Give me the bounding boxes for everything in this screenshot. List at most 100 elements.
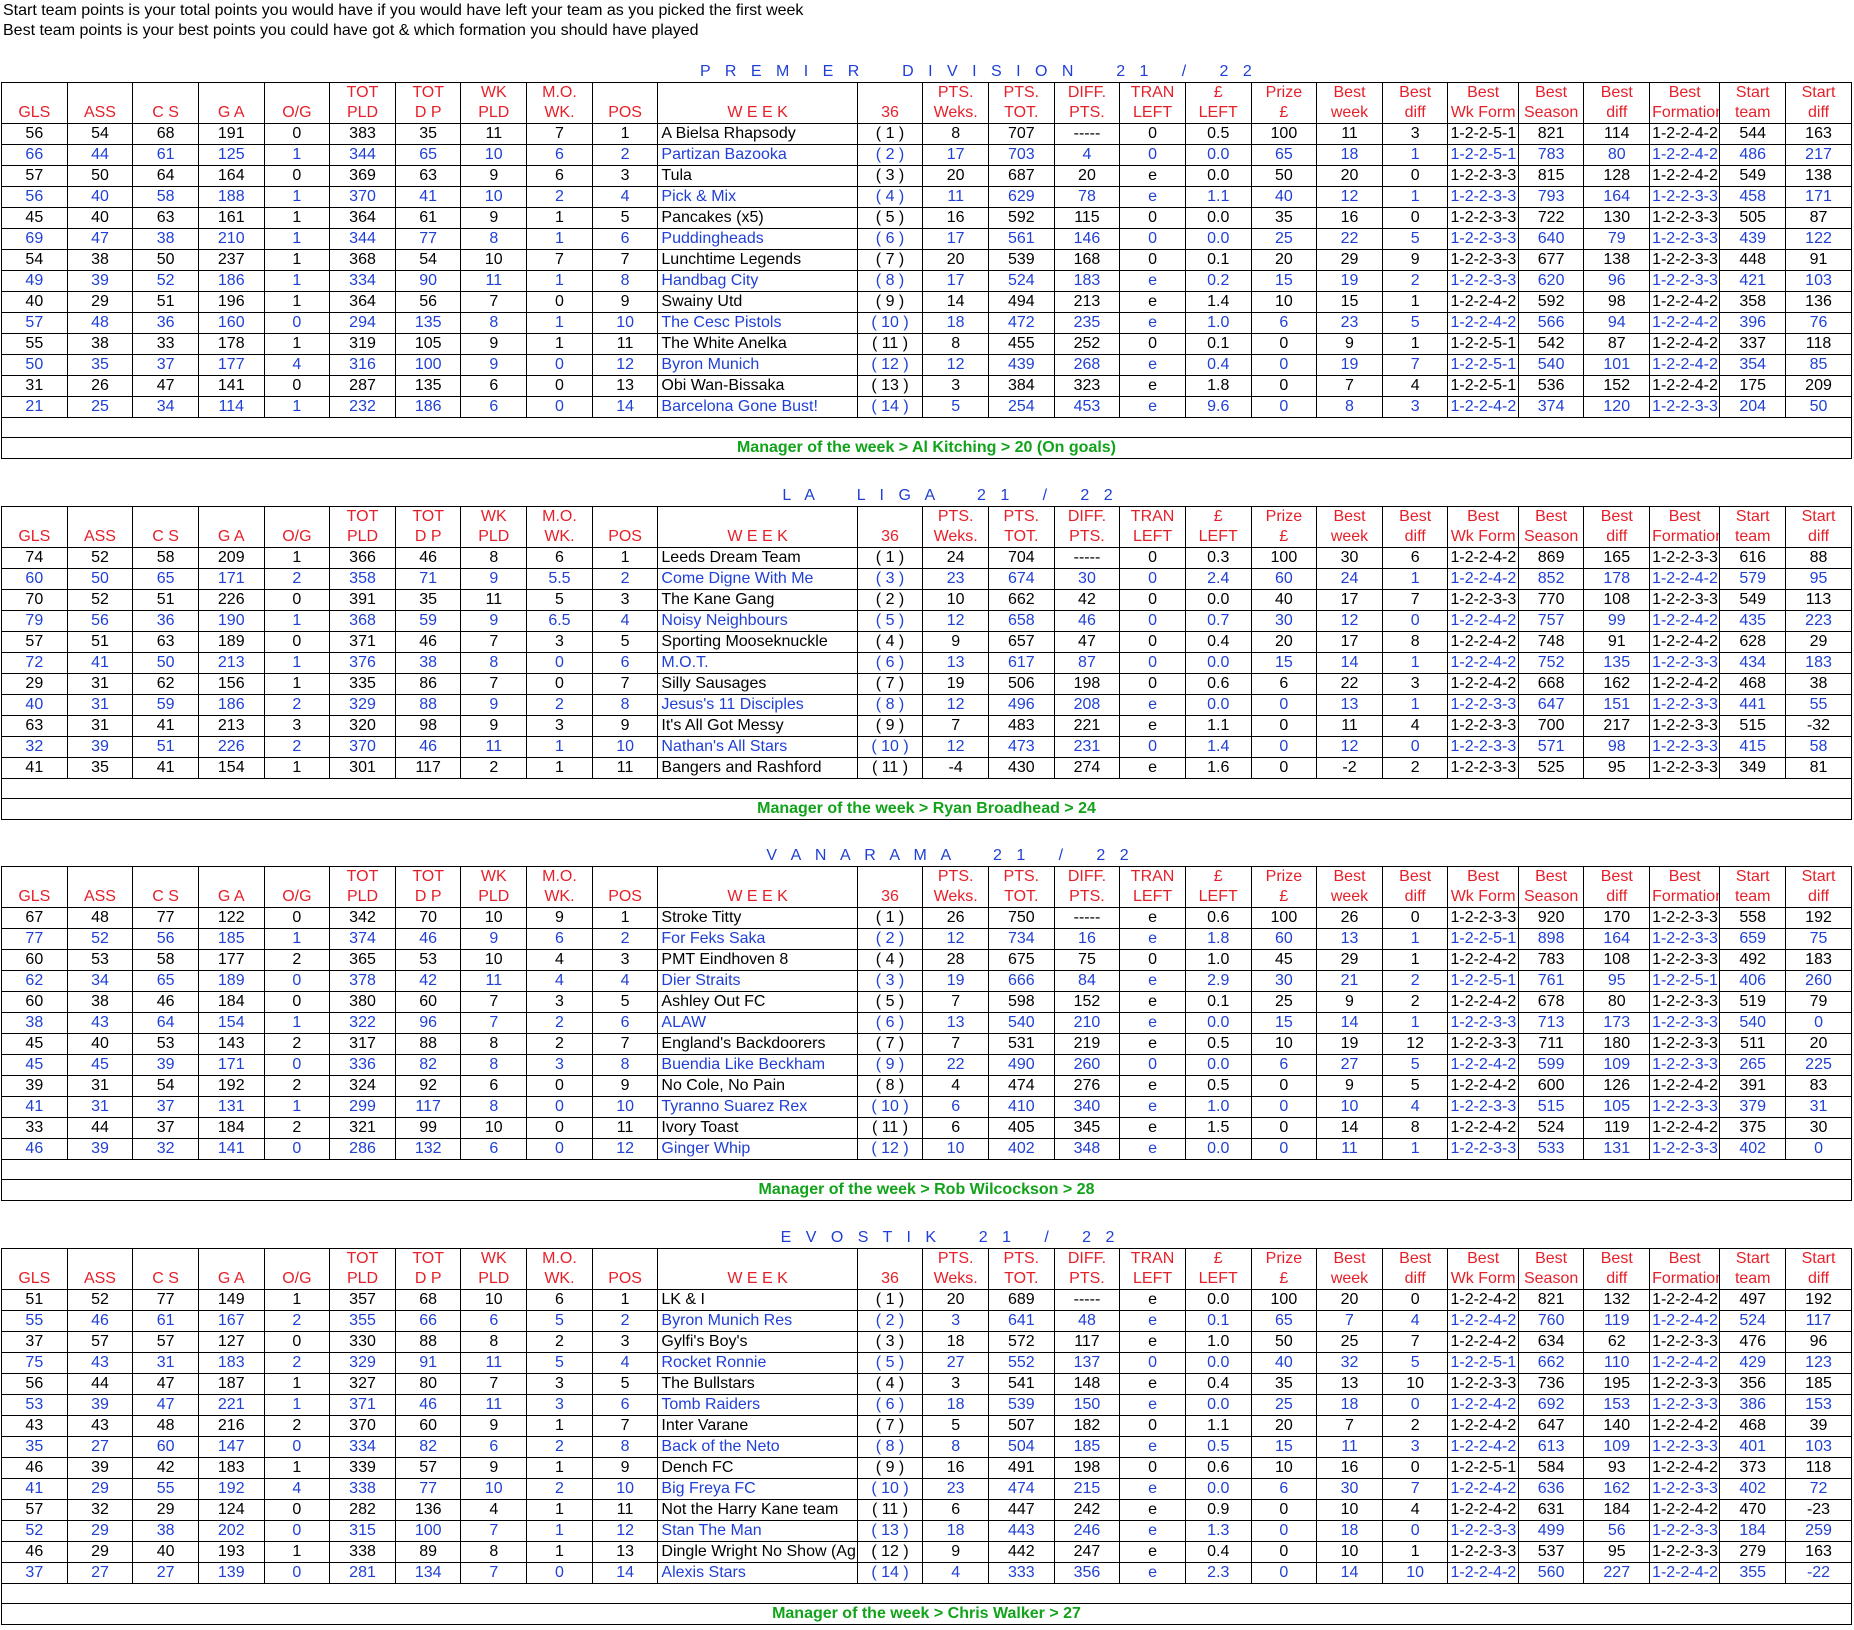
table-cell: 0.7 [1184, 610, 1252, 632]
table-cell: 335 [329, 673, 396, 695]
table-cell: 496 [987, 694, 1055, 716]
table-cell: 18 [922, 1520, 989, 1542]
table-cell: 707 [987, 123, 1055, 145]
table-cell: 1-2-2-3-3 [1649, 1054, 1721, 1076]
table-cell: 7 [460, 991, 528, 1013]
table-cell: 1.1 [1184, 186, 1252, 208]
table-cell: 329 [329, 694, 396, 716]
column-header: GLS [1, 887, 68, 908]
table-cell: ( 10 ) [856, 1096, 924, 1118]
table-cell: 39 [66, 736, 134, 758]
table-cell: 10 [460, 186, 528, 208]
table-cell: 63 [1, 715, 68, 737]
column-header: £ [1250, 527, 1318, 548]
table-cell: 675 [987, 949, 1055, 971]
column-header: GLS [1, 103, 68, 124]
table-cell: 600 [1517, 1075, 1585, 1097]
table-cell: 294 [329, 312, 396, 334]
table-cell: 0 [1119, 1415, 1186, 1437]
column-header-top: Start [1785, 82, 1852, 103]
table-cell: 540 [1517, 354, 1585, 376]
column-header: LEFT [1184, 1269, 1252, 1290]
table-cell: 8 [460, 1033, 528, 1055]
table-cell: ( 14 ) [856, 1562, 924, 1584]
table-cell: 60 [1250, 928, 1318, 950]
table-cell: 122 [197, 907, 265, 929]
table-cell: 579 [1719, 568, 1787, 590]
spacer-cell [1, 1159, 1852, 1180]
table-cell: 1-2-2-3-3 [1649, 907, 1721, 929]
table-cell: 6 [1250, 312, 1318, 334]
table-cell: 371 [329, 1394, 396, 1416]
column-header-top [657, 866, 858, 887]
table-cell: 13 [591, 375, 659, 397]
team-name: Ginger Whip [657, 1138, 858, 1160]
column-header-top: DIFF. [1053, 506, 1121, 527]
table-cell: 109 [1583, 1436, 1651, 1458]
table-cell: 11 [1316, 715, 1383, 737]
column-header-top: PTS. [922, 1248, 989, 1269]
table-cell: 0.1 [1184, 333, 1252, 355]
table-cell: 1-2-2-3-3 [1649, 928, 1721, 950]
table-cell: 1.0 [1184, 1331, 1252, 1353]
table-cell: 7 [1381, 354, 1449, 376]
table-cell: 171 [197, 1054, 265, 1076]
column-header: team [1719, 103, 1787, 124]
table-cell: 689 [987, 1289, 1055, 1311]
team-name: Bangers and Rashford [657, 757, 858, 779]
table-cell: 1-2-2-4-2 [1447, 291, 1519, 313]
table-cell: 57 [132, 1331, 199, 1353]
column-header-top [263, 82, 331, 103]
table-cell: 435 [1719, 610, 1787, 632]
column-header-top: Best [1649, 866, 1721, 887]
table-cell: 0 [263, 589, 331, 611]
table-cell: 8 [922, 123, 989, 145]
table-cell: ( 12 ) [856, 1541, 924, 1563]
table-cell: 268 [1053, 354, 1121, 376]
table-cell: 384 [987, 375, 1055, 397]
table-cell: 1 [263, 1289, 331, 1311]
table-cell: 164 [197, 165, 265, 187]
table-cell: 15 [1250, 1012, 1318, 1034]
table-cell: 47 [132, 375, 199, 397]
table-cell: 7 [526, 249, 593, 271]
column-header: WK. [526, 527, 593, 548]
table-cell: 18 [1316, 1520, 1383, 1542]
table-cell: 183 [197, 1352, 265, 1374]
table-cell: 29 [1316, 249, 1383, 271]
table-cell: 3 [526, 1373, 593, 1395]
table-cell: 37 [132, 1096, 199, 1118]
table-cell: 56 [1583, 1520, 1651, 1542]
table-cell: 380 [329, 991, 396, 1013]
table-cell: 208 [1053, 694, 1121, 716]
column-header: D P [394, 103, 462, 124]
table-cell: 187 [197, 1373, 265, 1395]
table-cell: 0 [526, 396, 593, 418]
table-cell: 20 [1250, 1415, 1318, 1437]
table-cell: 1 [263, 1373, 331, 1395]
table-cell: 8 [922, 333, 989, 355]
table-cell: 136 [1785, 291, 1852, 313]
table-cell: 598 [987, 991, 1055, 1013]
column-header: £ [1250, 1269, 1318, 1290]
table-cell: 1-2-2-4-2 [1649, 631, 1721, 653]
table-row: 46 29 40 193 1 338 89 8 1 13 Dingle Wright No Show… [1, 1541, 1852, 1563]
table-cell: 3 [922, 1373, 989, 1395]
table-cell: 49 [1, 270, 68, 292]
table-cell: 122 [1785, 228, 1852, 250]
table-cell: 14 [1316, 1562, 1383, 1584]
table-cell: 10 [460, 1289, 528, 1311]
table-cell: 30 [1053, 568, 1121, 590]
table-cell: 11 [460, 123, 528, 145]
table-cell: 1 [526, 312, 593, 334]
table-cell: 213 [197, 715, 265, 737]
table-cell: ( 13 ) [856, 375, 924, 397]
table-cell: 0 [526, 375, 593, 397]
table-cell: 51 [132, 736, 199, 758]
column-header: PTS. [1053, 527, 1121, 548]
column-header: LEFT [1184, 527, 1252, 548]
table-cell: 12 [922, 694, 989, 716]
table-cell: 1-2-2-4-2 [1649, 610, 1721, 632]
table-row: 43 43 48 216 2 370 60 9 1 7 Inter Varane( 7 ) 5 507 1… [1, 1415, 1852, 1437]
table-cell: ( 4 ) [856, 949, 924, 971]
